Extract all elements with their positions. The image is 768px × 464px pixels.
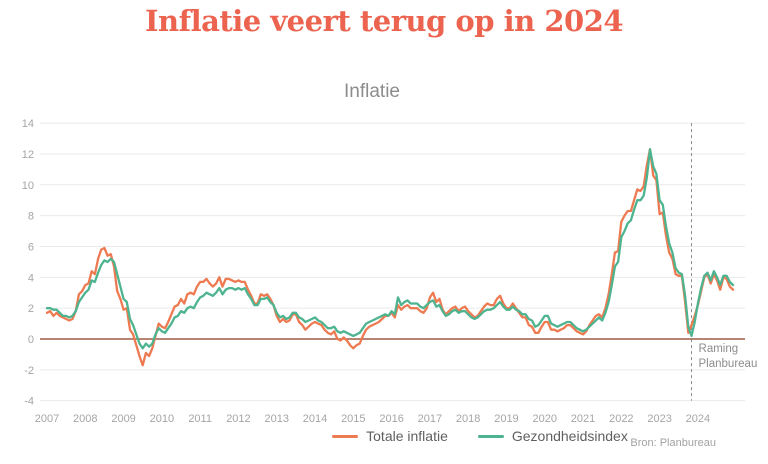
y-tick-label: -2 bbox=[24, 365, 34, 377]
x-tick-label: 2023 bbox=[647, 413, 671, 425]
y-tick-label: 2 bbox=[28, 303, 34, 315]
x-tick-label: 2010 bbox=[150, 413, 174, 425]
page-title: Inflatie veert terug op in 2024 bbox=[144, 4, 624, 38]
gridlines bbox=[40, 122, 745, 402]
x-tick-label: 2011 bbox=[188, 413, 212, 425]
x-tick-label: 2012 bbox=[226, 413, 250, 425]
forecast-annotation-text: Raming Planbureau bbox=[699, 343, 758, 370]
x-tick-label: 2019 bbox=[494, 413, 518, 425]
y-tick-label: 6 bbox=[28, 241, 34, 253]
y-tick-label: -4 bbox=[24, 396, 34, 408]
chart-subtitle: Inflatie bbox=[344, 81, 400, 102]
x-axis-labels: 2007 2008 2009 2010 2011 2012 2013 2014 2015 2016… bbox=[35, 413, 710, 425]
y-tick-label: 0 bbox=[28, 334, 34, 346]
x-tick-label: 2021 bbox=[571, 413, 595, 425]
legend-item-gezondheidsindex: Gezondheidsindex bbox=[477, 428, 628, 444]
line-totale-inflatie bbox=[45, 148, 735, 367]
line-gezondheidsindex bbox=[45, 148, 735, 350]
x-tick-label: 2022 bbox=[609, 413, 633, 425]
chart-legend: Totale inflatie Gezondheidsindex bbox=[96, 428, 768, 444]
y-tick-label: 12 bbox=[22, 149, 34, 161]
x-tick-label: 2016 bbox=[379, 413, 403, 425]
x-tick-label: 2020 bbox=[533, 413, 557, 425]
y-axis-labels: 14 12 10 8 6 4 2 0 -2 -4 bbox=[22, 118, 34, 408]
y-tick-label: 10 bbox=[22, 180, 34, 192]
totale-inflatie-line-swatch bbox=[332, 434, 359, 438]
x-tick-label: 2013 bbox=[264, 413, 288, 425]
gezondheidsindex-line-swatch bbox=[477, 434, 504, 438]
x-tick-label: 2017 bbox=[418, 413, 442, 425]
x-tick-label: 2014 bbox=[303, 413, 327, 425]
x-tick-label: 2008 bbox=[73, 413, 97, 425]
legend-label-totale-inflatie: Totale inflatie bbox=[366, 428, 448, 444]
source-credit: Bron: Planbureau bbox=[630, 437, 716, 449]
x-tick-label: 2018 bbox=[456, 413, 480, 425]
y-tick-label: 8 bbox=[28, 211, 34, 223]
x-tick-label: 2007 bbox=[35, 413, 59, 425]
y-tick-label: 14 bbox=[22, 118, 34, 130]
legend-item-totale-inflatie: Totale inflatie bbox=[332, 428, 448, 444]
y-tick-label: 4 bbox=[28, 272, 34, 284]
x-tick-label: 2024 bbox=[686, 413, 710, 425]
x-tick-label: 2009 bbox=[111, 413, 135, 425]
x-tick-label: 2015 bbox=[341, 413, 365, 425]
forecast-annotation: Raming Planbureau bbox=[699, 343, 758, 370]
series-lines bbox=[45, 148, 735, 367]
legend-label-gezondheidsindex: Gezondheidsindex bbox=[511, 428, 628, 444]
